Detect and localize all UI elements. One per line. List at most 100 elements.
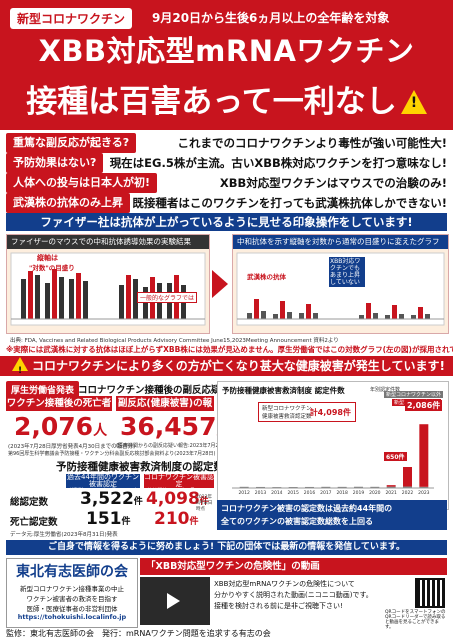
bar-2012-other xyxy=(239,486,249,488)
callout-2022: 650件 xyxy=(384,452,407,461)
tick-label: 2023 xyxy=(418,490,430,496)
bar-2021-other xyxy=(386,486,396,488)
qa-answer: これまでのコロナワクチンより毒性が強い可能性大! xyxy=(177,136,447,150)
org-name: 東北有志医師の会 xyxy=(16,564,128,580)
qa-row: 人体への投与は日本人が初! XBB対応型ワクチンはマウスでの治験のみ! xyxy=(6,173,447,193)
row2-v2-num: 210 xyxy=(154,509,190,529)
reports-value: 36,457人 xyxy=(120,412,230,441)
row1-v1: 3,522件 xyxy=(80,489,143,509)
bar-2016-other xyxy=(305,486,314,488)
org-desc3: 医師・医療従事者の非営利団体 xyxy=(26,605,118,613)
right-chart-panel: 中和抗体を示す縦軸を対数から通常の目盛りに変えたグラフ XBB対応ワクチンでもあ… xyxy=(232,234,449,334)
row2-label: 死亡認定数 xyxy=(10,517,58,528)
reports-note: (医療機関からの副反応疑い報告:2023年7月28日厚労省発表) xyxy=(116,443,254,449)
relief-chart-unit: 年別認定件数 xyxy=(370,387,401,393)
play-icon xyxy=(167,593,180,609)
qa-row: 武漢株の抗体のみ上昇 既接種者はこのワクチンを打っても武漢株抗体しかできない! xyxy=(6,193,447,213)
compare-note: 2023年8月末日時点 xyxy=(196,495,213,512)
tick-label: 2022 xyxy=(402,490,414,496)
warning-icon: ! xyxy=(400,90,427,114)
bar-2023-other xyxy=(419,486,429,488)
relief-conclusion: コロナワクチン被害の認定数は過去約44年間の 全てのワクチンの被害認定数総数を上回… xyxy=(217,500,447,530)
bar-2013-other xyxy=(256,486,265,488)
video-desc3: 接種を検討される前に是非ご視聴下さい! xyxy=(214,602,343,610)
tick-label: 2013 xyxy=(255,490,267,496)
deaths-note: (2023年7月28日厚労省発表4月30日までの報告分) xyxy=(8,444,136,450)
bar-2018-other xyxy=(337,486,347,488)
tick-label: 2018 xyxy=(336,490,348,496)
row2-v1: 151件 xyxy=(86,509,131,529)
row2-v1-num: 151 xyxy=(86,509,122,529)
qa-question: 重篤な副反応が起きる? xyxy=(6,133,137,153)
right-chart-sub: XBB対応ワクチンでもあまり上昇していない xyxy=(329,257,365,287)
credit: 監修：東北有志医師の会 発行：mRNAワクチン問題を追求する有志の会 xyxy=(6,629,271,638)
qa-answer: XBB対応型ワクチンはマウスでの治験のみ! xyxy=(219,176,447,190)
bar-2023-covid xyxy=(419,424,429,487)
chart-source: 出典: FDA, Vaccines and Related Biological… xyxy=(10,338,339,344)
video-desc1: XBB対応型mRNAワクチンの危険性について xyxy=(214,580,355,588)
inset-total: 計4,098件 xyxy=(309,408,351,417)
legend-other: 新型コロナワクチン以外 xyxy=(384,391,444,398)
row1-v2-num: 4,098 xyxy=(146,489,200,509)
conclusion-2: 全てのワクチンの被害認定数総数を上回る xyxy=(221,517,373,526)
mhlw-title: コロナワクチン接種後の副反応疑い報告状況 xyxy=(78,385,269,396)
tick-label: 2015 xyxy=(287,490,299,496)
reports-number: 36,457 xyxy=(120,412,217,441)
qa-answer: 現在はEG.5株が主流。古いXBB株対応ワクチンを打つ意味なし! xyxy=(109,156,447,170)
qr-code-icon[interactable] xyxy=(415,578,445,608)
bar-2021-covid xyxy=(386,485,396,487)
right-chart-title: 中和抗体を示す縦軸を対数から通常の目盛りに変えたグラフ xyxy=(233,235,448,249)
reports-label: 副反応(健康被害)の報告者 xyxy=(116,396,214,424)
col2-head1: コロナワクチン被害認定 xyxy=(144,473,214,488)
linear-marker: 一般的なグラフでは xyxy=(137,292,198,303)
video-thumbnail[interactable] xyxy=(140,577,210,625)
headline-2: 接種は百害あって一利なし! xyxy=(0,76,453,121)
deaths-unit: 人 xyxy=(93,423,108,439)
video-title[interactable]: 「XBB対応型ワクチンの危険性」の動画 xyxy=(140,558,447,575)
bar-2020-other xyxy=(370,486,380,488)
right-chart-bars xyxy=(247,299,430,319)
unit: 件 xyxy=(199,497,209,507)
inset-line1: 新型コロナワクチン xyxy=(262,406,312,412)
qr-note: QRコードをスマートフォンのQRコードリーダーで読み取ると動画を見ることができま… xyxy=(385,610,446,630)
org-box: 東北有志医師の会 新型コロナワクチン接種事業の中止 ワクチン被害者の救済を目指す… xyxy=(6,558,138,628)
relief-inset: 新型コロナワクチン 健康被害救済認定数 計4,098件 xyxy=(258,402,356,422)
compare-col2: コロナワクチン被害認定 (統計開始 2021年2月～2023年8月) xyxy=(144,473,214,501)
compare-title: 予防接種健康被害救済制度の認定数の比較 xyxy=(56,461,256,473)
header-subtitle: 9月20日から生後6ヵ月以上の全年齢を対象 xyxy=(152,11,390,25)
conclusion-1: コロナワクチン被害の認定数は過去約44年間の xyxy=(221,504,393,513)
left-chart-panel: ファイザーのマウスでの中和抗体誘導効果の実験結果 縦軸は "対数"の目盛り 一般… xyxy=(6,234,210,334)
tick-label: 2017 xyxy=(320,490,332,496)
bar-2015-other xyxy=(288,487,298,488)
bar-2022-other xyxy=(403,486,412,488)
bar-2014-other xyxy=(272,487,282,488)
pfizer-banner: ファイザー社は抗体が上がっているように見せる印象操作をしています! xyxy=(6,213,447,231)
left-chart-title: ファイザーのマウスでの中和抗体誘導効果の実験結果 xyxy=(7,235,209,249)
harm-banner-text: コロナワクチンにより多くの方が亡くなり甚大な健康被害が発生しています! xyxy=(32,359,445,373)
chart-note: ※実際には武漢株に対する抗体はほぼ上がらずXBB株には効果が見込めません。厚生労… xyxy=(6,345,453,354)
header-tag: 新型コロナワクチン xyxy=(10,8,133,29)
harm-banner: ! コロナワクチンにより多くの方が亡くなり甚大な健康被害が発生しています! xyxy=(0,356,453,376)
tick-label: 2014 xyxy=(271,490,283,496)
unit: 件 xyxy=(121,517,131,527)
qa-row: 予防効果はない? 現在はEG.5株が主流。古いXBB株対応ワクチンを打つ意味なし… xyxy=(6,153,447,173)
footer-banner: ご自身で情報を得るように努めましょう! 下記の団体では最新の情報を発信しています… xyxy=(6,540,447,555)
row2-v2: 210件 xyxy=(154,509,199,529)
row1-v1-num: 3,522 xyxy=(80,489,134,509)
bar-2022-covid xyxy=(403,467,412,487)
tick-label: 2016 xyxy=(304,490,316,496)
tick-label: 2021 xyxy=(385,490,397,496)
mhlw-footnote: 第96回厚生科学審議会予防接種・ワクチン分科会副反応検討部会資料より(2023年… xyxy=(8,451,216,457)
unit: 件 xyxy=(189,517,199,527)
tick-label: 2020 xyxy=(369,490,381,496)
qa-answer: 既接種者はこのワクチンを打っても武漢株抗体しかできない! xyxy=(132,196,447,210)
row1-label: 総認定数 xyxy=(10,497,49,508)
headline-1: XBB対応型mRNAワクチン xyxy=(38,34,415,68)
unit: 件 xyxy=(133,497,143,507)
deaths-label: ワクチン接種後の死亡者 xyxy=(6,396,112,411)
org-desc2: ワクチン被害者の救済を目指す xyxy=(26,595,118,603)
org-url[interactable]: https://tohokuishi.localinfo.jp xyxy=(17,613,127,621)
col1-head1: 過去44年間のワクチン被害認定 xyxy=(67,473,139,488)
inset-line2: 健康被害救済認定数 xyxy=(262,414,312,420)
arrow-icon xyxy=(212,270,228,298)
